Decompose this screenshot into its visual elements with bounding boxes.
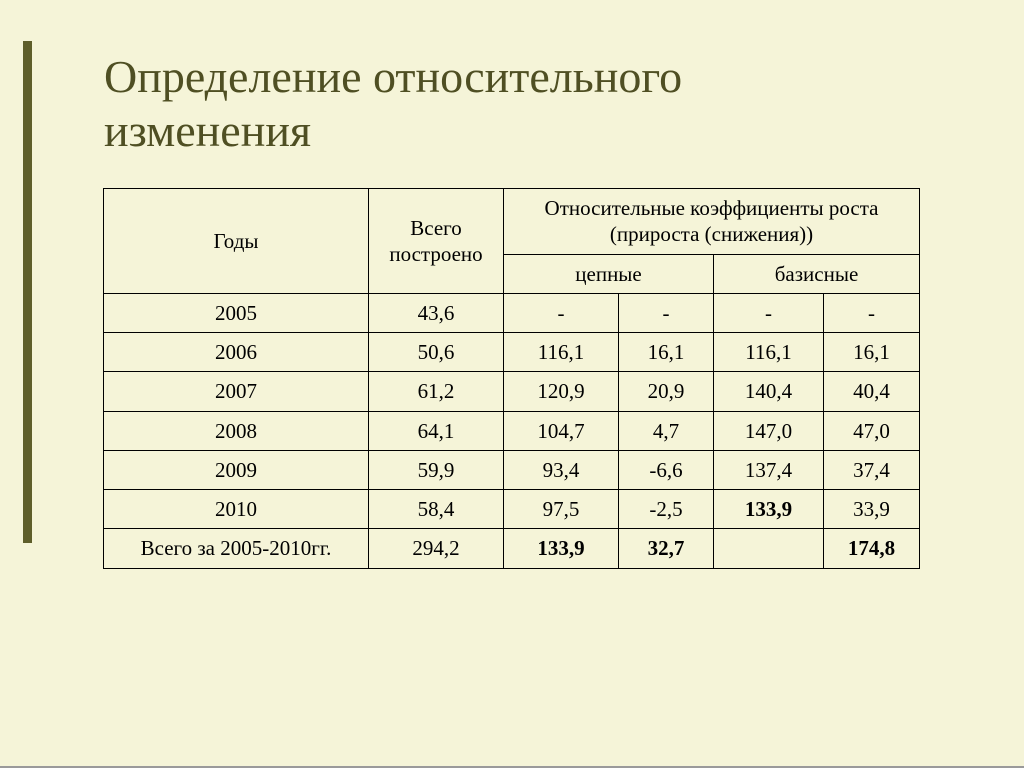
cell-year: 2010	[104, 490, 369, 529]
cell-b2: 40,4	[824, 372, 920, 411]
table-row: 2009 59,9 93,4 -6,6 137,4 37,4	[104, 450, 920, 489]
cell-c1: 93,4	[504, 450, 619, 489]
table-wrap: Годы Всего построено Относительные коэфф…	[103, 188, 919, 569]
cell-total-c2: 32,7	[619, 529, 714, 568]
cell-b1: 140,4	[714, 372, 824, 411]
table-row-total: Всего за 2005-2010гг. 294,2 133,9 32,7 1…	[104, 529, 920, 568]
cell-b1: -	[714, 293, 824, 332]
cell-year: 2007	[104, 372, 369, 411]
data-table: Годы Всего построено Относительные коэфф…	[103, 188, 920, 569]
cell-b2: 33,9	[824, 490, 920, 529]
table-row: 2006 50,6 116,1 16,1 116,1 16,1	[104, 333, 920, 372]
cell-b1: 147,0	[714, 411, 824, 450]
table-row: 2007 61,2 120,9 20,9 140,4 40,4	[104, 372, 920, 411]
cell-c1: -	[504, 293, 619, 332]
cell-year: 2008	[104, 411, 369, 450]
cell-year: 2009	[104, 450, 369, 489]
cell-c2: -	[619, 293, 714, 332]
cell-built: 58,4	[369, 490, 504, 529]
cell-b1: 137,4	[714, 450, 824, 489]
table-row: 2005 43,6 - - - -	[104, 293, 920, 332]
cell-built: 61,2	[369, 372, 504, 411]
title-line-1: Определение относительного	[104, 51, 682, 102]
th-base: базисные	[714, 254, 920, 293]
cell-c2: 16,1	[619, 333, 714, 372]
cell-b1: 116,1	[714, 333, 824, 372]
cell-built: 50,6	[369, 333, 504, 372]
th-built: Всего построено	[369, 189, 504, 294]
cell-b2: 37,4	[824, 450, 920, 489]
cell-b2: 16,1	[824, 333, 920, 372]
cell-b2: -	[824, 293, 920, 332]
cell-built: 64,1	[369, 411, 504, 450]
cell-year: 2005	[104, 293, 369, 332]
cell-year: 2006	[104, 333, 369, 372]
cell-total-c1: 133,9	[504, 529, 619, 568]
cell-built: 43,6	[369, 293, 504, 332]
th-years: Годы	[104, 189, 369, 294]
title-line-2: изменения	[104, 105, 311, 156]
cell-c1: 116,1	[504, 333, 619, 372]
th-chain: цепные	[504, 254, 714, 293]
accent-bar	[23, 41, 32, 543]
th-coeff: Относительные коэффициенты роста (прирос…	[504, 189, 920, 255]
cell-total-built: 294,2	[369, 529, 504, 568]
cell-c1: 120,9	[504, 372, 619, 411]
cell-b2: 47,0	[824, 411, 920, 450]
cell-total-b1	[714, 529, 824, 568]
cell-b1: 133,9	[714, 490, 824, 529]
cell-built: 59,9	[369, 450, 504, 489]
cell-total-b2: 174,8	[824, 529, 920, 568]
slide-title: Определение относительного изменения	[104, 50, 682, 159]
cell-c2: -2,5	[619, 490, 714, 529]
table-row: 2008 64,1 104,7 4,7 147,0 47,0	[104, 411, 920, 450]
cell-c2: -6,6	[619, 450, 714, 489]
table-row: 2010 58,4 97,5 -2,5 133,9 33,9	[104, 490, 920, 529]
cell-c2: 20,9	[619, 372, 714, 411]
cell-total-label: Всего за 2005-2010гг.	[104, 529, 369, 568]
cell-c1: 97,5	[504, 490, 619, 529]
cell-c1: 104,7	[504, 411, 619, 450]
cell-c2: 4,7	[619, 411, 714, 450]
